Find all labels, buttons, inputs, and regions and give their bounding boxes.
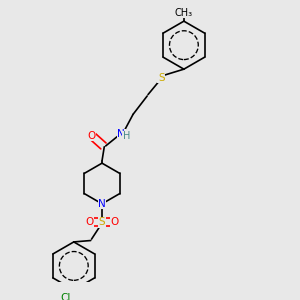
Text: N: N [117,129,125,139]
Text: H: H [123,131,130,141]
Text: O: O [85,217,93,227]
Text: N: N [98,199,106,209]
Text: CH₃: CH₃ [175,8,193,18]
Text: Cl: Cl [60,293,70,300]
Text: O: O [111,217,119,227]
Text: S: S [99,217,105,227]
Text: O: O [87,130,96,140]
Text: S: S [158,73,165,82]
